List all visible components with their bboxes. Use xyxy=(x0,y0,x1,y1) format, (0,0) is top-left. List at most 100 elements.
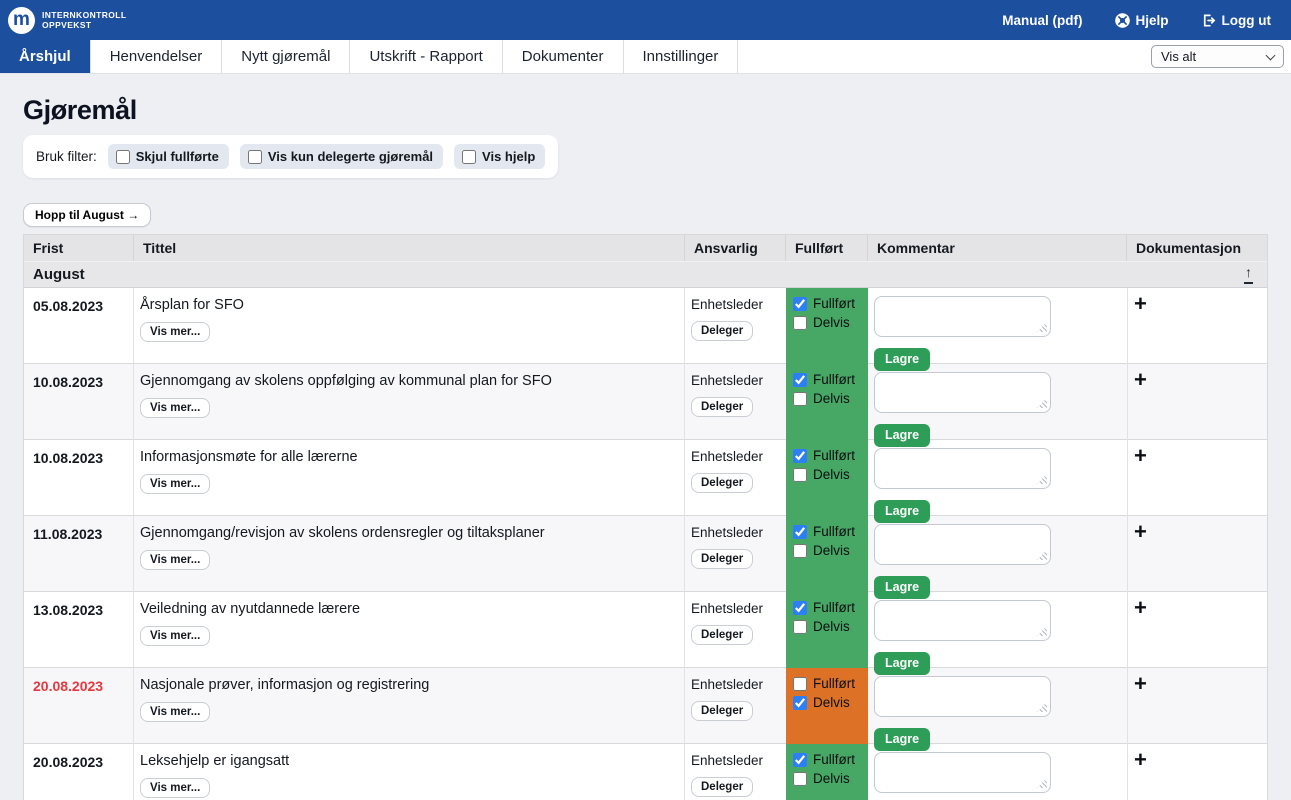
show-more-button[interactable]: Vis mer... xyxy=(140,474,211,494)
add-documentation-icon[interactable]: + xyxy=(1134,747,1147,772)
tab-utskrift-rapport[interactable]: Utskrift - Rapport xyxy=(350,40,503,73)
task-title: Gjennomgang/revisjon av skolens ordensre… xyxy=(140,525,545,541)
show-more-button[interactable]: Vis mer... xyxy=(140,398,211,418)
partial-checkbox[interactable] xyxy=(793,619,807,634)
delegate-button[interactable]: Deleger xyxy=(691,625,754,645)
partial-option[interactable]: Delvis xyxy=(793,695,868,710)
task-due-date: 11.08.2023 xyxy=(33,526,103,542)
task-title: Veiledning av nyutdannede lærere xyxy=(140,601,361,617)
delegate-button[interactable]: Deleger xyxy=(691,549,754,569)
tab-arshjul[interactable]: Årshjul xyxy=(0,40,91,73)
partial-checkbox[interactable] xyxy=(793,695,807,710)
show-more-button[interactable]: Vis mer... xyxy=(140,322,211,342)
comment-textarea[interactable] xyxy=(874,372,1051,413)
add-documentation-icon[interactable]: + xyxy=(1134,519,1147,544)
comment-textarea[interactable] xyxy=(874,676,1051,717)
task-due-date: 20.08.2023 xyxy=(33,754,104,770)
delegate-button[interactable]: Deleger xyxy=(691,397,754,417)
completed-label: Fullført xyxy=(813,448,855,463)
save-button[interactable]: Lagre xyxy=(874,424,931,447)
tab-innstillinger[interactable]: Innstillinger xyxy=(624,40,739,73)
partial-checkbox[interactable] xyxy=(793,543,807,558)
partial-option[interactable]: Delvis xyxy=(793,467,868,482)
completed-checkbox[interactable] xyxy=(793,676,807,691)
partial-checkbox[interactable] xyxy=(793,391,807,406)
show-more-button[interactable]: Vis mer... xyxy=(140,550,211,570)
completed-checkbox[interactable] xyxy=(793,372,807,387)
delegate-button[interactable]: Deleger xyxy=(691,701,754,721)
delegate-button[interactable]: Deleger xyxy=(691,473,754,493)
logout-link[interactable]: Logg ut xyxy=(1201,13,1271,28)
completed-checkbox[interactable] xyxy=(793,296,807,311)
completed-option[interactable]: Fullført xyxy=(793,372,868,387)
completed-option[interactable]: Fullført xyxy=(793,448,868,463)
completed-checkbox[interactable] xyxy=(793,524,807,539)
show-more-button[interactable]: Vis mer... xyxy=(140,626,211,646)
save-button[interactable]: Lagre xyxy=(874,576,931,599)
task-title: Årsplan for SFO xyxy=(140,297,244,313)
completed-option[interactable]: Fullført xyxy=(793,296,868,311)
delegate-button[interactable]: Deleger xyxy=(691,321,754,341)
partial-checkbox[interactable] xyxy=(793,315,807,330)
view-filter-select[interactable]: Vis alt xyxy=(1151,45,1284,68)
status-cell: Fullført Delvis xyxy=(786,516,868,599)
add-documentation-icon[interactable]: + xyxy=(1134,443,1147,468)
table-row: 11.08.2023 Gjennomgang/revisjon av skole… xyxy=(24,516,1267,599)
tab-nytt-gjoremal[interactable]: Nytt gjøremål xyxy=(222,40,351,73)
comment-textarea[interactable] xyxy=(874,752,1051,793)
filter-show-help-checkbox[interactable] xyxy=(462,149,477,164)
partial-checkbox[interactable] xyxy=(793,467,807,482)
completed-option[interactable]: Fullført xyxy=(793,752,868,767)
completed-option[interactable]: Fullført xyxy=(793,524,868,539)
filter-delegated-only[interactable]: Vis kun delegerte gjøremål xyxy=(239,144,444,169)
partial-option[interactable]: Delvis xyxy=(793,771,868,786)
partial-option[interactable]: Delvis xyxy=(793,619,868,634)
completed-checkbox[interactable] xyxy=(793,752,807,767)
brand-line1: INTERNKONTROLL xyxy=(42,9,127,20)
tab-henvendelser[interactable]: Henvendelser xyxy=(91,40,223,73)
manual-pdf-link[interactable]: Manual (pdf) xyxy=(1002,13,1082,28)
filter-show-help[interactable]: Vis hjelp xyxy=(454,144,546,169)
save-button[interactable]: Lagre xyxy=(874,652,931,675)
partial-label: Delvis xyxy=(813,771,850,786)
add-documentation-icon[interactable]: + xyxy=(1134,291,1147,316)
partial-option[interactable]: Delvis xyxy=(793,391,868,406)
brand-name: INTERNKONTROLL OPPVEKST xyxy=(42,10,126,30)
add-documentation-icon[interactable]: + xyxy=(1134,671,1147,696)
help-link[interactable]: Hjelp xyxy=(1114,13,1169,28)
filter-delegated-only-checkbox[interactable] xyxy=(247,149,262,164)
delegate-button[interactable]: Deleger xyxy=(691,777,754,797)
save-button[interactable]: Lagre xyxy=(874,500,931,523)
add-documentation-icon[interactable]: + xyxy=(1134,367,1147,392)
app-logo: m INTERNKONTROLL OPPVEKST xyxy=(8,6,126,34)
completed-checkbox[interactable] xyxy=(793,600,807,615)
completed-checkbox[interactable] xyxy=(793,448,807,463)
status-cell: Fullført Delvis xyxy=(786,364,868,447)
save-button[interactable]: Lagre xyxy=(874,728,931,751)
status-cell: Fullført Delvis xyxy=(786,668,868,751)
completed-option[interactable]: Fullført xyxy=(793,600,868,615)
task-title: Nasjonale prøver, informasjon og registr… xyxy=(140,677,430,693)
comment-textarea[interactable] xyxy=(874,524,1051,565)
jump-to-august-button[interactable]: Hopp til August → xyxy=(23,203,152,227)
show-more-button[interactable]: Vis mer... xyxy=(140,778,211,798)
comment-textarea[interactable] xyxy=(874,600,1051,641)
scroll-to-top-icon[interactable]: ↑ xyxy=(1244,264,1253,284)
task-responsible: Enhetsleder xyxy=(691,449,764,464)
main-nav: Årshjul Henvendelser Nytt gjøremål Utskr… xyxy=(0,40,1291,74)
comment-textarea[interactable] xyxy=(874,448,1051,489)
filter-hide-completed[interactable]: Skjul fullførte xyxy=(107,144,229,169)
tab-dokumenter[interactable]: Dokumenter xyxy=(503,40,624,73)
partial-option[interactable]: Delvis xyxy=(793,543,868,558)
partial-checkbox[interactable] xyxy=(793,771,807,786)
tasks-table: Frist Tittel Ansvarlig Fullført Kommenta… xyxy=(23,234,1268,800)
save-button[interactable]: Lagre xyxy=(874,348,931,371)
header-dokumentasjon: Dokumentasjon xyxy=(1136,240,1242,256)
show-more-button[interactable]: Vis mer... xyxy=(140,702,211,722)
view-filter-select-wrap: Vis alt xyxy=(1151,45,1284,68)
comment-textarea[interactable] xyxy=(874,296,1051,337)
add-documentation-icon[interactable]: + xyxy=(1134,595,1147,620)
completed-option[interactable]: Fullført xyxy=(793,676,868,691)
partial-option[interactable]: Delvis xyxy=(793,315,868,330)
filter-hide-completed-checkbox[interactable] xyxy=(115,149,130,164)
